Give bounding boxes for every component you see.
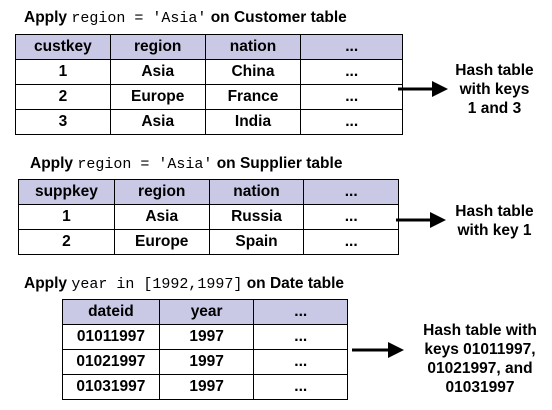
table-cell: India	[204, 109, 302, 135]
table-row: 3 Asia India ...	[15, 109, 403, 135]
table-row: 01011997 1997 ...	[62, 324, 348, 350]
result-line: 01021997, and	[427, 360, 533, 377]
column-header: nation	[208, 179, 305, 205]
table-cell: China	[204, 59, 302, 85]
caption-prefix: Apply	[30, 155, 78, 172]
result-line: 01031997	[445, 379, 515, 396]
table-cell: ...	[253, 374, 348, 400]
result-line: Hash table	[455, 62, 534, 79]
filter-predicate: region = 'Asia'	[71, 10, 207, 27]
column-header: ...	[253, 299, 348, 325]
table-cell: Asia	[109, 59, 206, 85]
table-cell: 2	[18, 229, 115, 255]
column-header: year	[158, 299, 255, 325]
column-header: ...	[303, 179, 399, 205]
column-header: suppkey	[18, 179, 115, 205]
filter-predicate: region = 'Asia'	[77, 156, 213, 173]
table-cell: ...	[303, 204, 399, 230]
arrow-right-icon	[396, 212, 446, 228]
table-cell: 3	[15, 109, 111, 135]
table-row: 1 Asia China ...	[15, 59, 403, 85]
column-header: region	[109, 34, 206, 60]
column-header: ...	[300, 34, 403, 60]
table-cell: Europe	[109, 84, 206, 110]
result-line: Hash table	[455, 203, 534, 220]
table-row: 01031997 1997 ...	[62, 374, 348, 400]
table-cell: ...	[303, 229, 399, 255]
supplier-filter-caption: Apply region = 'Asia' on Supplier table	[30, 155, 342, 174]
table-cell: Europe	[113, 229, 210, 255]
table-cell: Asia	[109, 109, 206, 135]
table-cell: ...	[253, 324, 348, 350]
table-cell: 01011997	[62, 324, 160, 350]
caption-suffix: on Date table	[242, 275, 345, 292]
table-row: 1 Asia Russia ...	[18, 204, 399, 230]
result-line: with keys	[459, 81, 530, 98]
customer-filter-caption: Apply region = 'Asia' on Customer table	[24, 9, 347, 28]
arrow-right-icon	[352, 342, 404, 358]
column-header: nation	[204, 34, 302, 60]
table-header-row: suppkey region nation ...	[18, 179, 399, 205]
table-cell: 01031997	[62, 374, 160, 400]
supplier-table: suppkey region nation ... 1 Asia Russia …	[18, 179, 399, 255]
result-line: with key 1	[457, 222, 532, 239]
caption-prefix: Apply	[24, 275, 72, 292]
caption-suffix: on Customer table	[206, 9, 347, 26]
result-line: 1 and 3	[467, 100, 522, 117]
arrow-right-icon	[398, 81, 448, 97]
table-row: 2 Europe Spain ...	[18, 229, 399, 255]
table-cell: 1	[15, 59, 111, 85]
table-cell: 1997	[158, 324, 255, 350]
table-cell: ...	[300, 109, 403, 135]
result-line: keys 01011997,	[424, 341, 536, 358]
table-cell: 01021997	[62, 349, 160, 375]
customer-table: custkey region nation ... 1 Asia China .…	[15, 34, 403, 135]
caption-suffix: on Supplier table	[212, 155, 343, 172]
table-cell: 1997	[158, 349, 255, 375]
table-header-row: dateid year ...	[62, 299, 348, 325]
date-hash-table-label: Hash table with keys 01011997, 01021997,…	[410, 321, 550, 397]
customer-hash-table-label: Hash table with keys 1 and 3	[442, 61, 547, 118]
table-cell: Spain	[208, 229, 305, 255]
table-cell: Asia	[113, 204, 210, 230]
column-header: dateid	[62, 299, 160, 325]
table-cell: 1	[18, 204, 115, 230]
filter-predicate: year in [1992,1997]	[71, 276, 243, 293]
result-line: Hash table with	[423, 322, 537, 339]
table-cell: ...	[253, 349, 348, 375]
table-row: 01021997 1997 ...	[62, 349, 348, 375]
table-cell: ...	[300, 84, 403, 110]
table-cell: Russia	[208, 204, 305, 230]
table-row: 2 Europe France ...	[15, 84, 403, 110]
table-cell: France	[204, 84, 302, 110]
table-cell: 2	[15, 84, 111, 110]
table-header-row: custkey region nation ...	[15, 34, 403, 60]
date-filter-caption: Apply year in [1992,1997] on Date table	[24, 275, 344, 294]
table-cell: ...	[300, 59, 403, 85]
date-table: dateid year ... 01011997 1997 ... 010219…	[62, 299, 348, 400]
supplier-hash-table-label: Hash table with key 1	[442, 202, 547, 240]
caption-prefix: Apply	[24, 9, 72, 26]
table-cell: 1997	[158, 374, 255, 400]
column-header: custkey	[15, 34, 111, 60]
column-header: region	[113, 179, 210, 205]
